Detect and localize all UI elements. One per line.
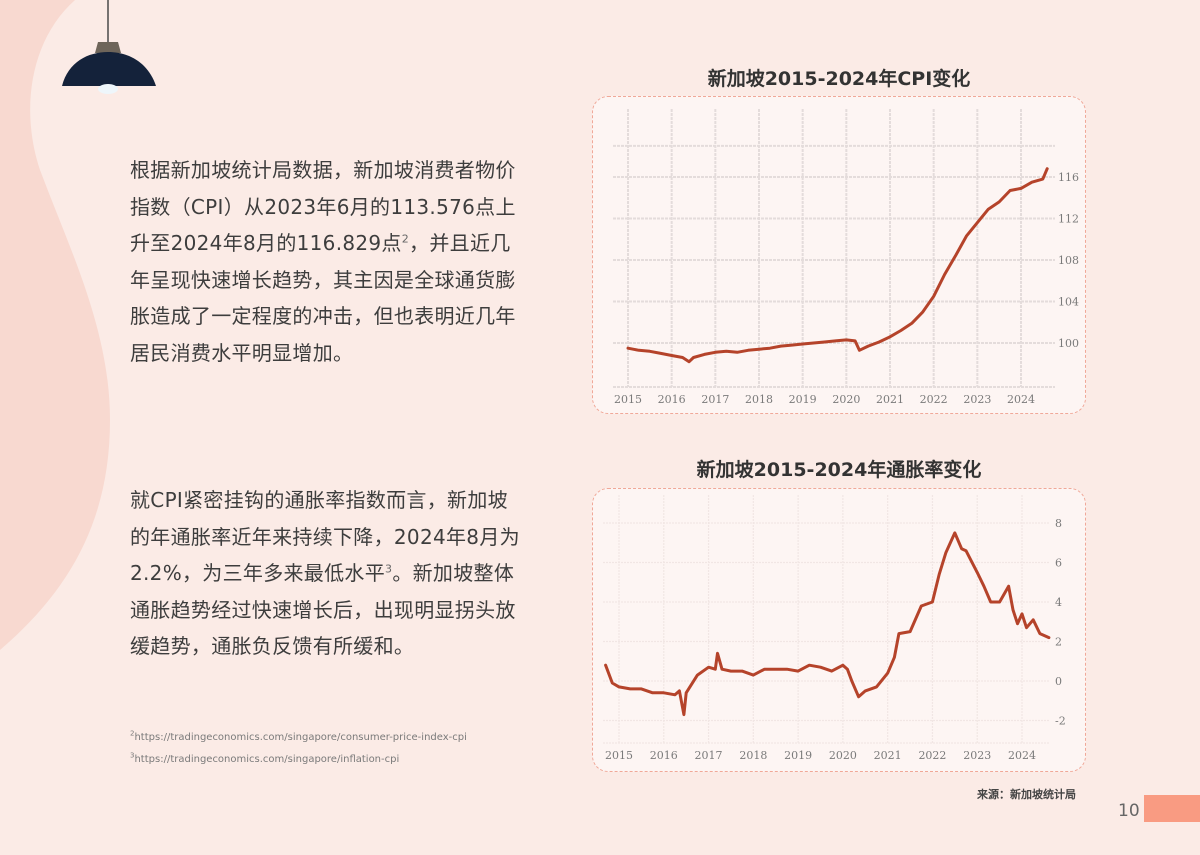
paragraph-text: 就CPI紧密挂钩的通胀率指数而言，新加坡的年通胀率近年来持续下降，2024年8月… bbox=[130, 488, 520, 585]
x-tick-label: 2018 bbox=[745, 393, 773, 406]
paragraph-text-tail: ，并且近几年呈现快速增长趋势，其主因是全球通货膨胀造成了一定程度的冲击，但也表明… bbox=[130, 231, 516, 365]
x-tick-label: 2021 bbox=[874, 749, 902, 762]
background-wave-shape bbox=[0, 0, 110, 650]
page-accent-bar bbox=[1144, 795, 1200, 822]
footnote-number: 2 bbox=[130, 729, 135, 738]
inflation-line-chart-svg: 2015 2016 2017 2018 2019 2020 2021 2022 2023 2024… bbox=[603, 495, 1066, 762]
cpi-line-chart-svg: 2015 2016 2017 2018 2019 2020 2021 2022 2023 2024… bbox=[613, 109, 1079, 406]
y-tick-label: 116 bbox=[1058, 171, 1079, 184]
x-tick-label: 2019 bbox=[789, 393, 817, 406]
footnote-item: 2https://tradingeconomics.com/singapore/… bbox=[130, 727, 467, 749]
x-tick-label: 2018 bbox=[739, 749, 767, 762]
inflation-description-paragraph: 就CPI紧密挂钩的通胀率指数而言，新加坡的年通胀率近年来持续下降，2024年8月… bbox=[130, 482, 525, 665]
x-tick-label: 2022 bbox=[918, 749, 946, 762]
cpi-description-paragraph: 根据新加坡统计局数据，新加坡消费者物价指数（CPI）从2023年6月的113.5… bbox=[130, 152, 525, 371]
inflation-chart-title: 新加坡2015-2024年通胀率变化 bbox=[696, 459, 982, 481]
x-tick-label: 2020 bbox=[832, 393, 860, 406]
y-tick-label: 6 bbox=[1055, 557, 1062, 570]
x-tick-label: 2020 bbox=[829, 749, 857, 762]
y-tick-label: 2 bbox=[1055, 636, 1062, 649]
y-tick-label: 8 bbox=[1055, 517, 1062, 530]
lamp-icon bbox=[62, 0, 156, 94]
footnote-ref: 2 bbox=[401, 232, 410, 246]
paragraph-text: 根据新加坡统计局数据，新加坡消费者物价指数（CPI）从2023年6月的113.5… bbox=[130, 158, 516, 255]
y-tick-label: 4 bbox=[1055, 596, 1062, 609]
paragraph-text-tail: 。新加坡整体通胀趋势经过快速增长后，出现明显拐头放缓趋势，通胀负反馈有所缓和。 bbox=[130, 561, 516, 658]
x-tick-label: 2024 bbox=[1008, 749, 1036, 762]
cpi-chart-title: 新加坡2015-2024年CPI变化 bbox=[707, 68, 971, 90]
footnote-link[interactable]: https://tradingeconomics.com/singapore/c… bbox=[134, 732, 467, 743]
source-note: 来源：新加坡统计局 bbox=[977, 788, 1076, 801]
footnotes: 2https://tradingeconomics.com/singapore/… bbox=[130, 727, 467, 771]
footnote-link[interactable]: https://tradingeconomics.com/singapore/i… bbox=[134, 754, 400, 765]
y-tick-label: 112 bbox=[1058, 213, 1079, 226]
x-tick-label: 2017 bbox=[695, 749, 723, 762]
x-tick-label: 2022 bbox=[920, 393, 948, 406]
x-tick-label: 2015 bbox=[614, 393, 642, 406]
x-tick-label: 2019 bbox=[784, 749, 812, 762]
page-number: 10 bbox=[1118, 801, 1140, 821]
data-line bbox=[626, 167, 1049, 364]
y-tick-label: 0 bbox=[1055, 675, 1062, 688]
footnote-ref: 3 bbox=[385, 562, 393, 576]
x-tick-label: 2021 bbox=[876, 393, 904, 406]
y-tick-label: -2 bbox=[1055, 715, 1066, 728]
footnote-number: 3 bbox=[130, 751, 135, 760]
data-line bbox=[604, 531, 1051, 717]
x-tick-label: 2016 bbox=[650, 749, 678, 762]
footnote-item: 3https://tradingeconomics.com/singapore/… bbox=[130, 749, 467, 771]
x-tick-label: 2015 bbox=[605, 749, 633, 762]
x-tick-label: 2017 bbox=[701, 393, 729, 406]
x-tick-label: 2023 bbox=[963, 393, 991, 406]
cpi-chart: 2015 2016 2017 2018 2019 2020 2021 2022 2023 2024… bbox=[592, 96, 1086, 414]
x-tick-label: 2023 bbox=[963, 749, 991, 762]
inflation-chart: 2015 2016 2017 2018 2019 2020 2021 2022 2023 2024… bbox=[592, 488, 1086, 772]
x-tick-label: 2016 bbox=[658, 393, 686, 406]
y-tick-label: 100 bbox=[1058, 337, 1079, 350]
y-tick-label: 104 bbox=[1058, 296, 1079, 309]
y-tick-label: 108 bbox=[1058, 254, 1079, 267]
x-tick-label: 2024 bbox=[1007, 393, 1035, 406]
